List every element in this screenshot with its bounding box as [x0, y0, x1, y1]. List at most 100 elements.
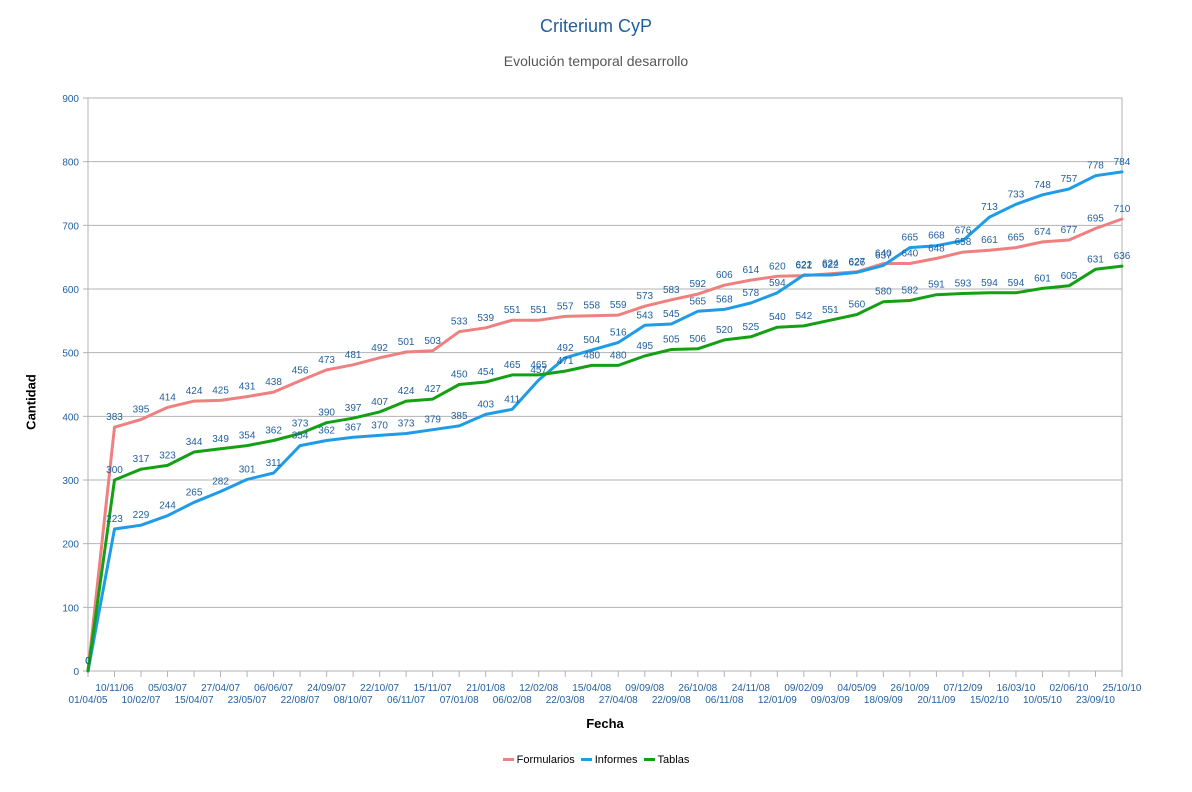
legend: Formularios Informes Tablas — [0, 752, 1192, 766]
x-tick-label: 23/09/10 — [1076, 695, 1115, 706]
data-label: 411 — [504, 394, 520, 405]
x-tick-label: 06/02/08 — [493, 695, 532, 706]
data-label: 748 — [1034, 180, 1051, 191]
data-label: 565 — [689, 296, 706, 307]
data-label: 542 — [796, 311, 813, 322]
data-label: 658 — [955, 237, 972, 248]
data-labels: 0 383 395 414 424 425 431 438 456 473 481 492 501 503… — [85, 157, 1131, 667]
data-label: 580 — [875, 287, 892, 298]
data-label: 501 — [398, 337, 415, 348]
data-label: 480 — [583, 350, 600, 361]
data-label: 367 — [345, 422, 362, 433]
x-tick-label: 12/02/08 — [519, 683, 558, 694]
data-label: 733 — [1008, 189, 1025, 200]
data-label: 465 — [504, 360, 521, 371]
x-tick-label: 09/03/09 — [811, 695, 850, 706]
x-tick-label: 06/06/07 — [254, 683, 293, 694]
data-label: 317 — [133, 454, 150, 465]
data-label: 594 — [1008, 278, 1025, 289]
data-label: 300 — [106, 465, 123, 476]
data-label: 631 — [1087, 254, 1104, 265]
data-label: 594 — [981, 278, 998, 289]
x-axis-title: Fecha — [586, 716, 624, 731]
y-tick-label: 400 — [62, 412, 79, 423]
data-label: 427 — [424, 384, 441, 395]
legend-item-formularios: Formularios — [502, 753, 575, 766]
legend-item-informes: Informes — [580, 754, 638, 766]
data-label: 223 — [106, 514, 123, 525]
data-label: 558 — [583, 301, 600, 312]
data-label: 578 — [742, 288, 759, 299]
data-label: 778 — [1087, 161, 1104, 172]
x-tick-label: 24/09/07 — [307, 683, 346, 694]
data-label: 492 — [371, 343, 388, 354]
x-tick-label: 12/01/09 — [758, 695, 797, 706]
data-label: 414 — [159, 392, 176, 403]
data-label: 323 — [159, 450, 176, 461]
data-label: 520 — [716, 325, 733, 336]
y-tick-label: 900 — [62, 94, 79, 105]
data-label: 606 — [716, 270, 733, 281]
x-tick-label: 22/10/07 — [360, 683, 399, 694]
y-tick-label: 600 — [62, 285, 79, 296]
data-label: 516 — [610, 327, 627, 338]
data-label: 431 — [239, 382, 256, 393]
data-label: 454 — [477, 367, 494, 378]
data-label: 373 — [292, 419, 309, 430]
data-label: 573 — [636, 291, 653, 302]
data-label: 621 — [796, 261, 813, 272]
data-label: 373 — [398, 419, 415, 430]
y-tick-label: 100 — [62, 603, 79, 614]
data-label: 265 — [186, 487, 203, 498]
legend-label: Formularios — [516, 753, 575, 766]
data-label: 533 — [451, 317, 468, 328]
data-label: 301 — [239, 464, 256, 475]
series-line-formularios — [86, 217, 1124, 673]
data-label: 676 — [955, 226, 972, 237]
x-tick-label: 22/08/07 — [281, 695, 320, 706]
legend-swatch — [580, 758, 592, 761]
x-tick-label: 08/10/07 — [334, 695, 373, 706]
data-label: 0 — [85, 656, 91, 667]
data-label: 593 — [955, 278, 972, 289]
data-label: 0 — [85, 656, 91, 667]
data-label: 504 — [583, 335, 600, 346]
data-label: 450 — [451, 370, 468, 381]
data-label: 473 — [318, 355, 335, 366]
x-tick-label: 18/09/09 — [864, 695, 903, 706]
data-label: 370 — [371, 420, 388, 431]
data-label: 568 — [716, 294, 733, 305]
data-label: 559 — [610, 300, 627, 311]
x-tick-label: 10/05/10 — [1023, 695, 1062, 706]
data-label: 710 — [1114, 204, 1131, 215]
x-tick-label: 22/03/08 — [546, 695, 585, 706]
y-tick-label: 700 — [62, 221, 79, 232]
data-label: 397 — [345, 403, 362, 414]
data-label: 543 — [636, 310, 653, 321]
data-label: 640 — [902, 249, 919, 260]
data-label: 640 — [875, 249, 892, 260]
data-label: 624 — [822, 259, 839, 270]
data-label: 438 — [265, 377, 282, 388]
data-label: 362 — [318, 426, 335, 437]
x-tick-label: 07/12/09 — [943, 683, 982, 694]
y-tick-label: 800 — [62, 158, 79, 169]
data-label: 424 — [186, 386, 203, 397]
data-label: 695 — [1087, 214, 1104, 225]
data-label: 379 — [424, 415, 441, 426]
data-label: 244 — [159, 501, 176, 512]
data-label: 626 — [849, 257, 866, 268]
data-label: 560 — [849, 299, 866, 310]
x-tick-label: 24/11/08 — [732, 683, 771, 694]
x-tick-label: 27/04/08 — [599, 695, 638, 706]
data-label: 757 — [1061, 174, 1078, 185]
y-tick-label: 200 — [62, 540, 79, 551]
x-tick-label: 15/02/10 — [970, 695, 1009, 706]
series-line-informes — [86, 170, 1124, 673]
x-tick-label: 15/04/07 — [175, 695, 214, 706]
x-tick-label: 20/11/09 — [917, 695, 956, 706]
x-tick-label: 23/05/07 — [228, 695, 267, 706]
legend-item-tablas: Tablas — [643, 754, 689, 766]
data-label: 661 — [981, 235, 998, 246]
